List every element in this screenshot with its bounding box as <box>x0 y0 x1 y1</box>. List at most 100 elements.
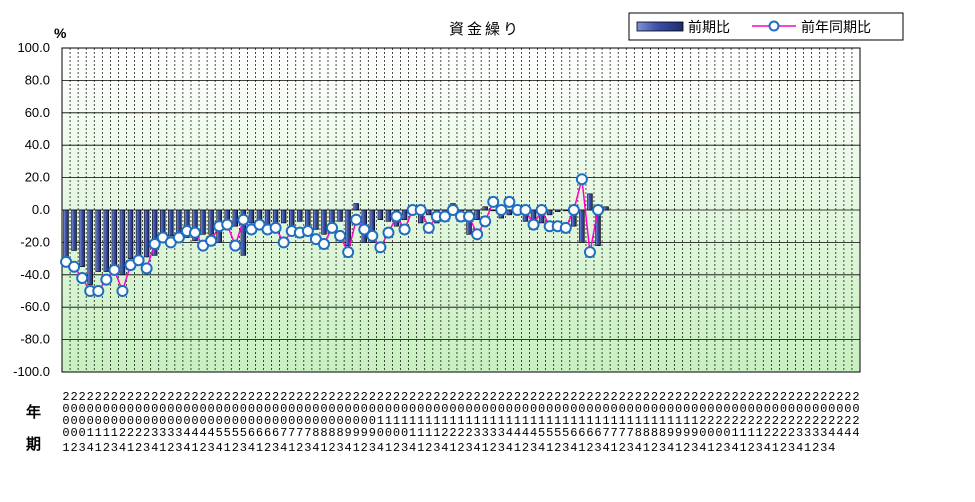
point-marker <box>277 236 290 249</box>
x-tick-quarter: 1 <box>740 441 747 455</box>
bar <box>95 209 101 272</box>
bar <box>474 209 480 221</box>
legend: 前期比 前年同期比 <box>628 12 904 41</box>
point-marker <box>229 239 242 252</box>
point-marker <box>463 210 476 223</box>
point-marker <box>495 204 508 216</box>
x-tick-quarter: 2 <box>490 441 497 455</box>
x-tick-quarter: 3 <box>272 441 279 455</box>
x-tick-quarter: 1 <box>288 441 295 455</box>
point-marker <box>414 204 427 216</box>
x-tick-quarter: 2 <box>264 441 271 455</box>
point-marker <box>317 238 330 251</box>
bar <box>313 209 319 230</box>
bar <box>353 203 359 211</box>
point-marker <box>221 218 234 231</box>
x-tick-quarter: 3 <box>756 441 763 455</box>
x-tick-quarter: 4 <box>602 441 609 455</box>
point-marker <box>358 223 371 236</box>
x-tick-quarter: 4 <box>409 441 416 455</box>
bar <box>297 209 303 222</box>
bar <box>168 209 174 237</box>
x-tick-quarter: 2 <box>586 441 593 455</box>
x-tick-quarter: 2 <box>619 441 626 455</box>
bar-series <box>63 193 609 285</box>
legend-line-label: 前年同期比 <box>801 19 871 35</box>
x-tick-quarter: 2 <box>103 441 110 455</box>
x-tick-quarter: 4 <box>538 441 545 455</box>
point-marker <box>519 204 532 216</box>
x-tick-quarter: 4 <box>216 441 223 455</box>
point-marker <box>487 195 500 208</box>
x-tick-quarter: 2 <box>425 441 432 455</box>
point-marker <box>422 221 435 234</box>
bar <box>401 209 408 221</box>
point-marker <box>326 221 339 234</box>
x-tick-quarter: 1 <box>772 441 779 455</box>
x-tick-quarter: 1 <box>675 441 682 455</box>
x-tick-quarter: 2 <box>167 441 174 455</box>
point-marker <box>479 215 492 228</box>
x-tick-quarter: 3 <box>336 441 343 455</box>
x-tick-quarter: 4 <box>345 441 352 455</box>
point-marker <box>503 195 516 208</box>
x-tick-quarter: 1 <box>191 441 198 455</box>
bar <box>184 209 190 238</box>
x-tick-quarter: 1 <box>417 441 424 455</box>
x-tick-quarter: 3 <box>594 441 601 455</box>
bar <box>79 209 85 268</box>
x-tick-quarter: 3 <box>401 441 408 455</box>
point-marker <box>334 229 347 242</box>
bar <box>530 209 537 221</box>
bar <box>135 209 142 259</box>
x-tick-quarter: 3 <box>433 441 440 455</box>
x-tick-quarter: 1 <box>611 441 618 455</box>
x-tick-quarter: 3 <box>788 441 795 455</box>
bar <box>103 209 110 272</box>
point-marker <box>92 285 105 297</box>
bar <box>377 209 384 221</box>
point-marker <box>172 231 185 244</box>
x-tick-quarter: 3 <box>498 441 505 455</box>
x-tick-quarter: 4 <box>635 441 642 455</box>
point-marker <box>592 204 605 216</box>
bar <box>506 209 513 216</box>
x-tick-quarter: 2 <box>393 441 400 455</box>
x-tick-quarter: 1 <box>449 441 456 455</box>
year-row-label: 年 <box>26 403 41 421</box>
point-marker <box>575 173 588 186</box>
bar <box>143 209 150 258</box>
bar <box>587 193 593 211</box>
